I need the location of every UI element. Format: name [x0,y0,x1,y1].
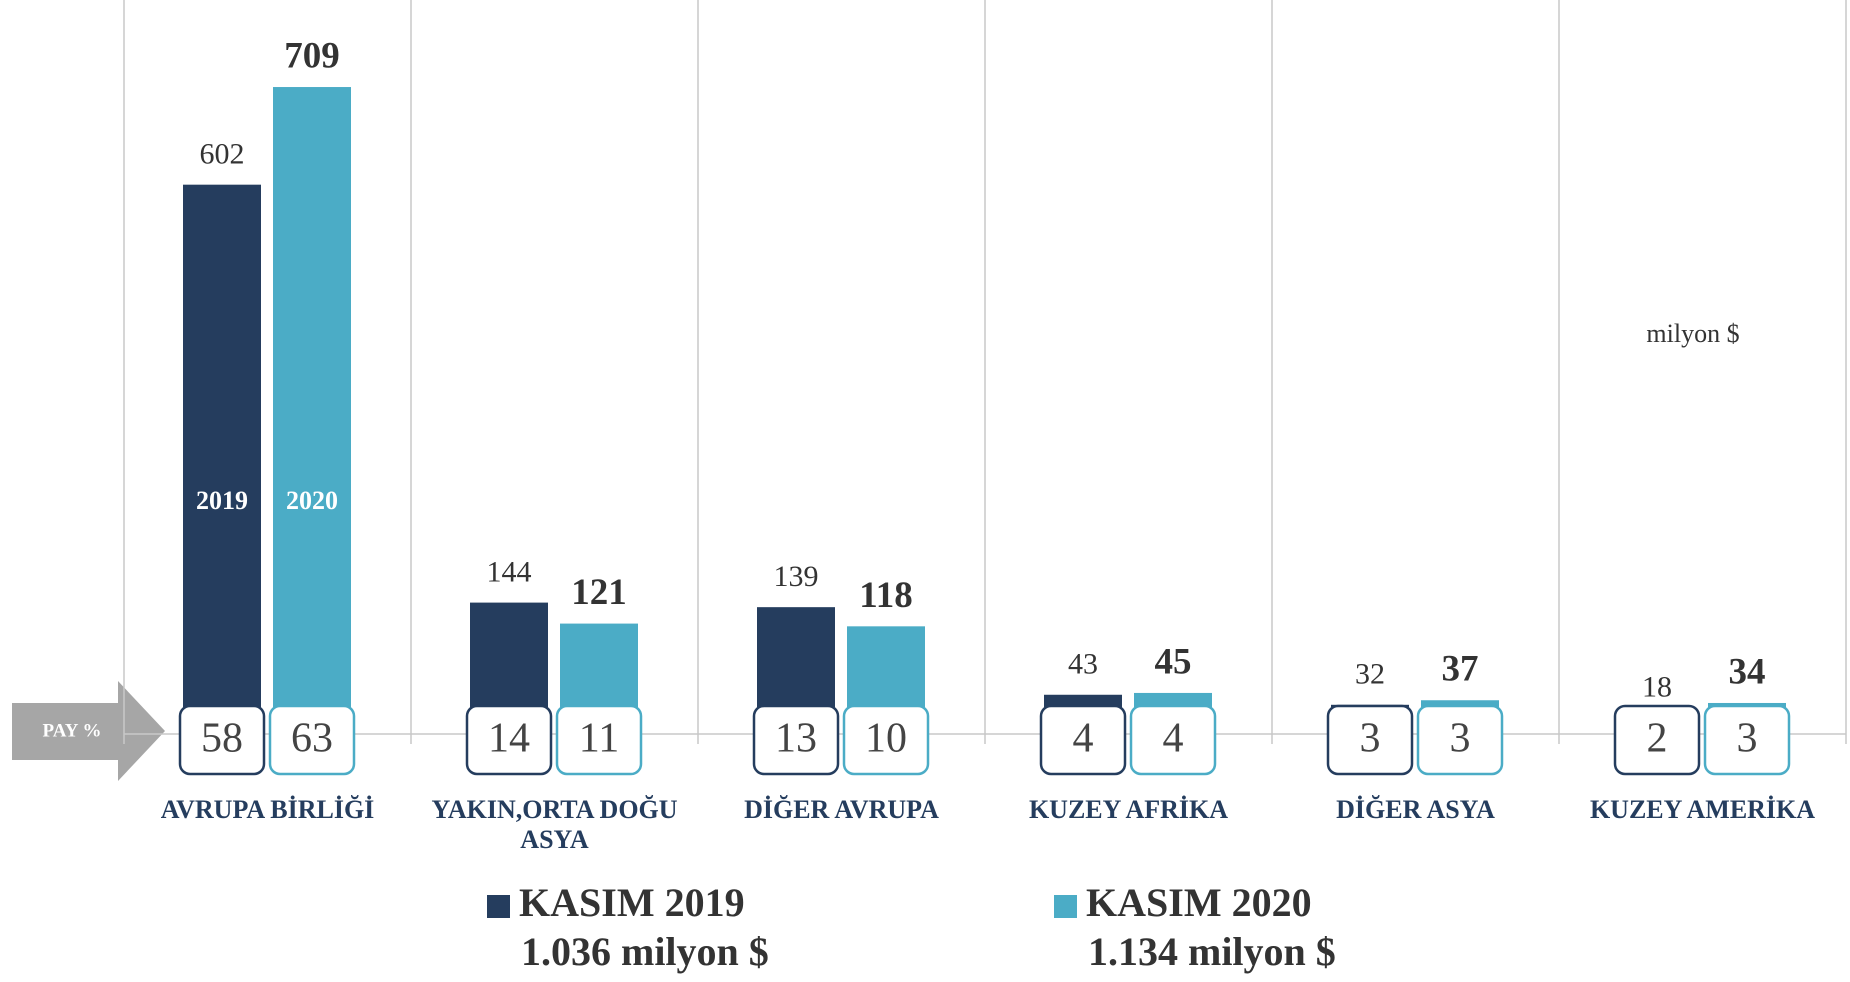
value-label: 709 [284,36,340,77]
category-label: AVRUPA BİRLİĞİ [160,795,375,824]
share-box [1613,704,1701,776]
share-value: 3 [1450,716,1471,762]
share-box [752,704,840,776]
bar [273,87,351,735]
share-box [178,704,266,776]
share-value: 3 [1737,716,1758,762]
value-label: 118 [859,575,912,616]
share-value: 2 [1647,716,1668,762]
legend-total: 1.036 milyon $ [521,929,769,974]
value-label: 43 [1068,648,1098,681]
category-label: DİĞER ASYA [1336,795,1495,824]
share-value: 13 [775,716,817,762]
share-value: 4 [1073,716,1094,762]
category-label: DİĞER AVRUPA [744,795,939,824]
share-box [1416,704,1504,776]
value-label: 602 [200,138,245,171]
category-label: KUZEY AMERİKA [1589,795,1816,824]
share-value: 58 [201,716,243,762]
value-label: 121 [571,572,627,613]
value-label: 32 [1355,658,1385,691]
share-box [1039,704,1127,776]
share-value: 63 [291,716,333,762]
value-label: 144 [487,555,532,588]
legend-label: KASIM 2019 [519,880,745,925]
legend-label: KASIM 2020 [1086,880,1312,925]
legend-total: 1.134 milyon $ [1088,929,1336,974]
category-label: KUZEY AFRİKA [1028,795,1229,824]
share-value: 14 [488,716,530,762]
bar [183,184,261,735]
share-box [1129,704,1217,776]
legend-swatch [1054,895,1077,918]
share-box [465,704,553,776]
share-box [268,704,356,776]
share-arrow [12,681,165,781]
unit-label: milyon $ [1646,319,1739,348]
share-box [1326,704,1414,776]
share-value: 11 [579,716,619,762]
value-label: 45 [1155,641,1192,682]
share-value: 3 [1360,716,1381,762]
value-label: 18 [1642,670,1672,703]
share-box [555,704,643,776]
value-label: 34 [1729,651,1766,692]
value-label: 139 [774,560,819,593]
share-box [842,704,930,776]
value-label: 37 [1442,649,1479,690]
share-box [1703,704,1791,776]
share-value: 4 [1163,716,1184,762]
share-label: PAY % [43,720,102,741]
category-label: YAKIN,ORTA DOĞU ASYA [431,795,678,854]
series-bar-label: 2020 [286,486,338,515]
series-bar-label: 2019 [196,486,248,515]
share-value: 10 [865,716,907,762]
legend-swatch [487,895,510,918]
